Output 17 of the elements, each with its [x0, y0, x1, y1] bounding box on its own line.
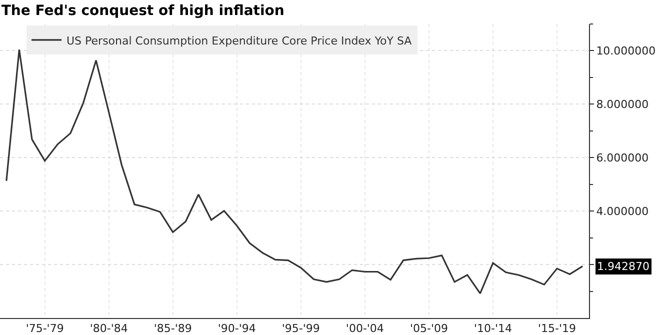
x-tick-label: '15-'19 [538, 322, 576, 335]
y-tick-label: 10.000000 [596, 44, 656, 58]
line-series [6, 48, 584, 294]
x-tick-label: '00-'04 [346, 322, 384, 335]
x-tick-label: '05-'09 [410, 322, 448, 335]
x-tick-label: '90-'94 [218, 322, 256, 335]
y-tick-label: 4.000000 [596, 204, 649, 218]
x-tick-label: '95-'99 [282, 322, 320, 335]
legend-label: US Personal Consumption Expenditure Core Price Index YoY SA [66, 34, 412, 48]
x-tick-label: '10-'14 [474, 322, 512, 335]
x-tick-label: '85-'89 [154, 322, 192, 335]
y-tick-label: 8.000000 [596, 98, 649, 112]
chart-title: The Fed's conquest of high inflation [1, 2, 284, 19]
x-tick-label: '80-'84 [90, 322, 128, 335]
x-tick-label: '75-'79 [26, 322, 64, 335]
y-tick-label: 6.000000 [596, 151, 649, 164]
text: 1.942870 [597, 260, 650, 273]
